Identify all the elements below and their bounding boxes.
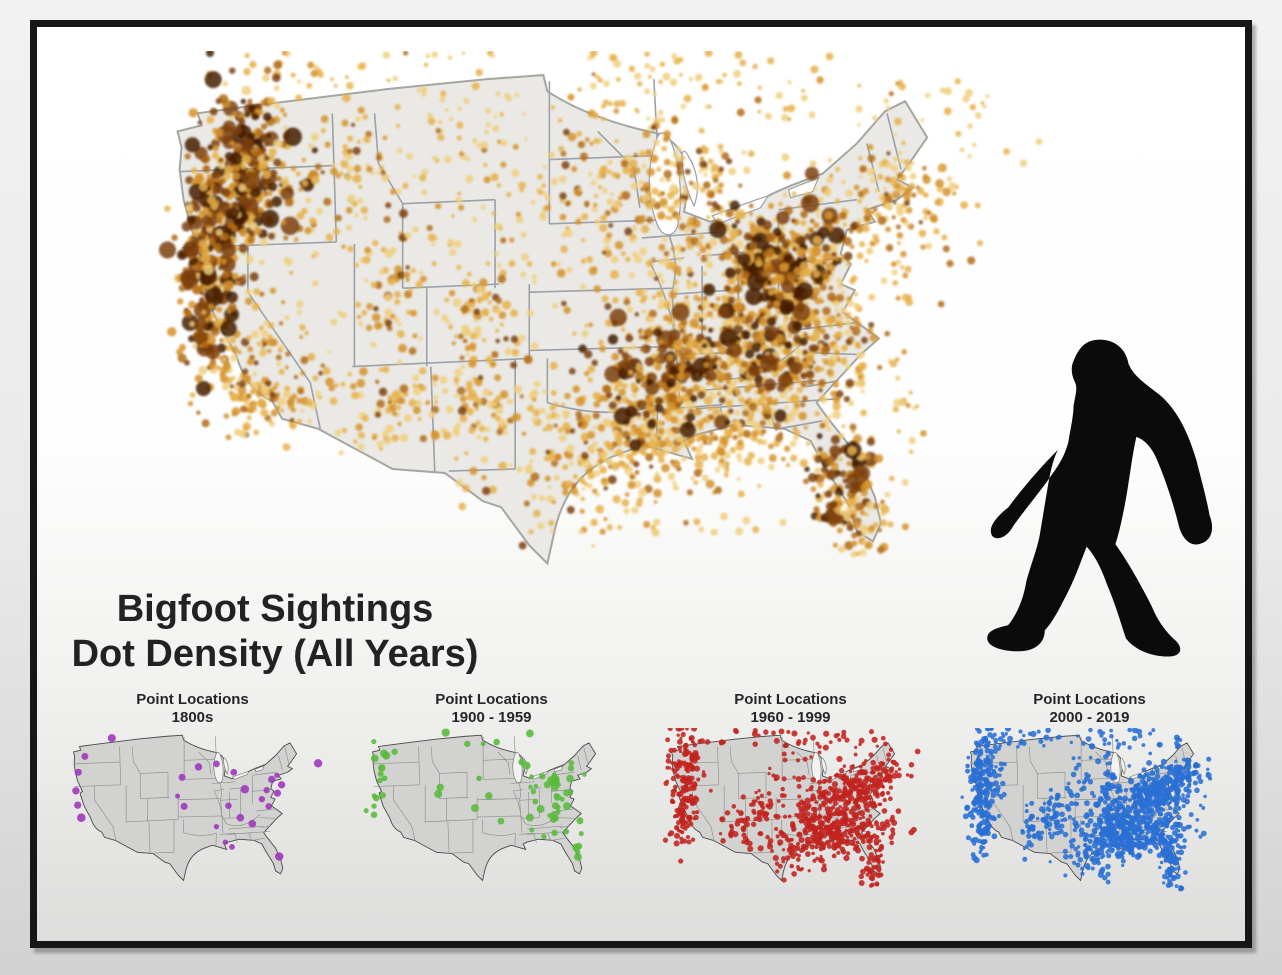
inset-label: Point Locations 1960 - 1999: [647, 691, 934, 727]
inset-panel-2000-2019: Point Locations 2000 - 2019: [946, 691, 1233, 913]
inset-label-line-1: Point Locations: [1033, 691, 1146, 708]
inset-label: Point Locations 1900 - 1959: [348, 691, 635, 727]
inset-dots: [662, 728, 921, 888]
inset-label-line-2: 1800s: [171, 709, 214, 726]
inset-label-line-2: 1960 - 1999: [750, 709, 831, 726]
bigfoot-silhouette-icon: [987, 339, 1213, 657]
inset-label-line-1: Point Locations: [435, 691, 548, 708]
era-inset-row: Point Locations 1800s Point Locations 1900 …: [43, 691, 1239, 935]
inset-dots: [960, 728, 1213, 892]
inset-label-line-2: 1900 - 1959: [451, 709, 532, 726]
poster-title: Bigfoot Sightings Dot Density (All Years…: [55, 587, 495, 677]
main-density-map: [158, 51, 1043, 565]
title-line-1: Bigfoot Sightings: [116, 588, 434, 630]
inset-map-2000-2019: [960, 728, 1213, 892]
inset-map-1800s: [72, 734, 323, 881]
inset-dots: [72, 734, 323, 861]
density-dots: [158, 51, 1043, 558]
inset-map-1900-1959: [363, 728, 596, 881]
inset-map-1960-1999: [662, 728, 921, 888]
inset-label-line-1: Point Locations: [734, 691, 847, 708]
inset-label: Point Locations 2000 - 2019: [946, 691, 1233, 727]
inset-label-line-1: Point Locations: [136, 691, 249, 708]
inset-panel-1960-1999: Point Locations 1960 - 1999: [647, 691, 934, 913]
title-line-2: Dot Density (All Years): [71, 633, 479, 675]
inset-label: Point Locations 1800s: [49, 691, 336, 727]
poster-frame: Bigfoot Sightings Dot Density (All Years…: [30, 20, 1252, 948]
inset-panel-1800s: Point Locations 1800s: [49, 691, 336, 913]
inset-panel-1900-1959: Point Locations 1900 - 1959: [348, 691, 635, 913]
inset-label-line-2: 2000 - 2019: [1049, 709, 1130, 726]
inset-dots: [363, 728, 587, 861]
